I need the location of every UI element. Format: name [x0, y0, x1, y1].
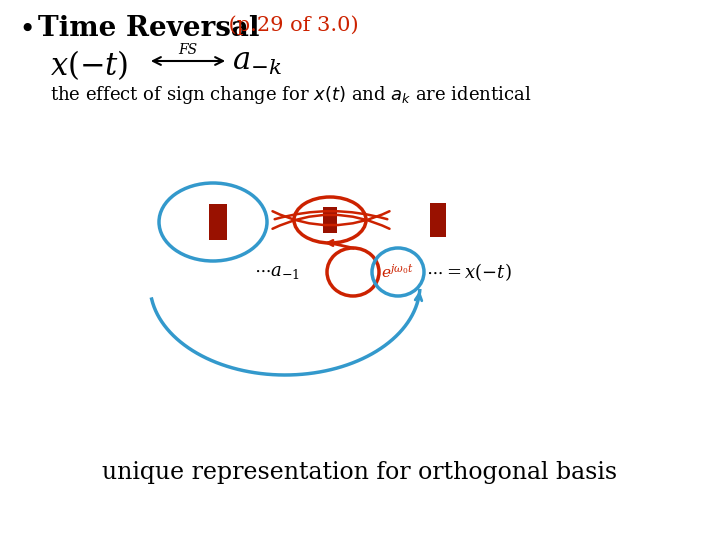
Text: $e^{j\omega_0 t}$: $e^{j\omega_0 t}$ — [382, 263, 415, 281]
Text: $\cdots = x(-t)$: $\cdots = x(-t)$ — [426, 261, 512, 283]
Text: $\bullet$: $\bullet$ — [18, 13, 32, 41]
Text: the effect of sign change for $x(t)$ and $a_k$ are identical: the effect of sign change for $x(t)$ and… — [50, 84, 531, 106]
Text: FS: FS — [179, 43, 197, 57]
Text: Time Reversal: Time Reversal — [38, 15, 259, 42]
Text: unique representation for orthogonal basis: unique representation for orthogonal bas… — [102, 461, 618, 483]
Text: $a_{-k}$: $a_{-k}$ — [232, 48, 282, 77]
Text: (p.29 of 3.0): (p.29 of 3.0) — [222, 15, 359, 35]
Bar — [430, 203, 446, 237]
Bar — [209, 204, 227, 240]
Text: $\cdots a_{-1}$: $\cdots a_{-1}$ — [254, 263, 300, 281]
Text: $x(-t)$: $x(-t)$ — [50, 48, 128, 82]
Bar — [323, 207, 337, 233]
